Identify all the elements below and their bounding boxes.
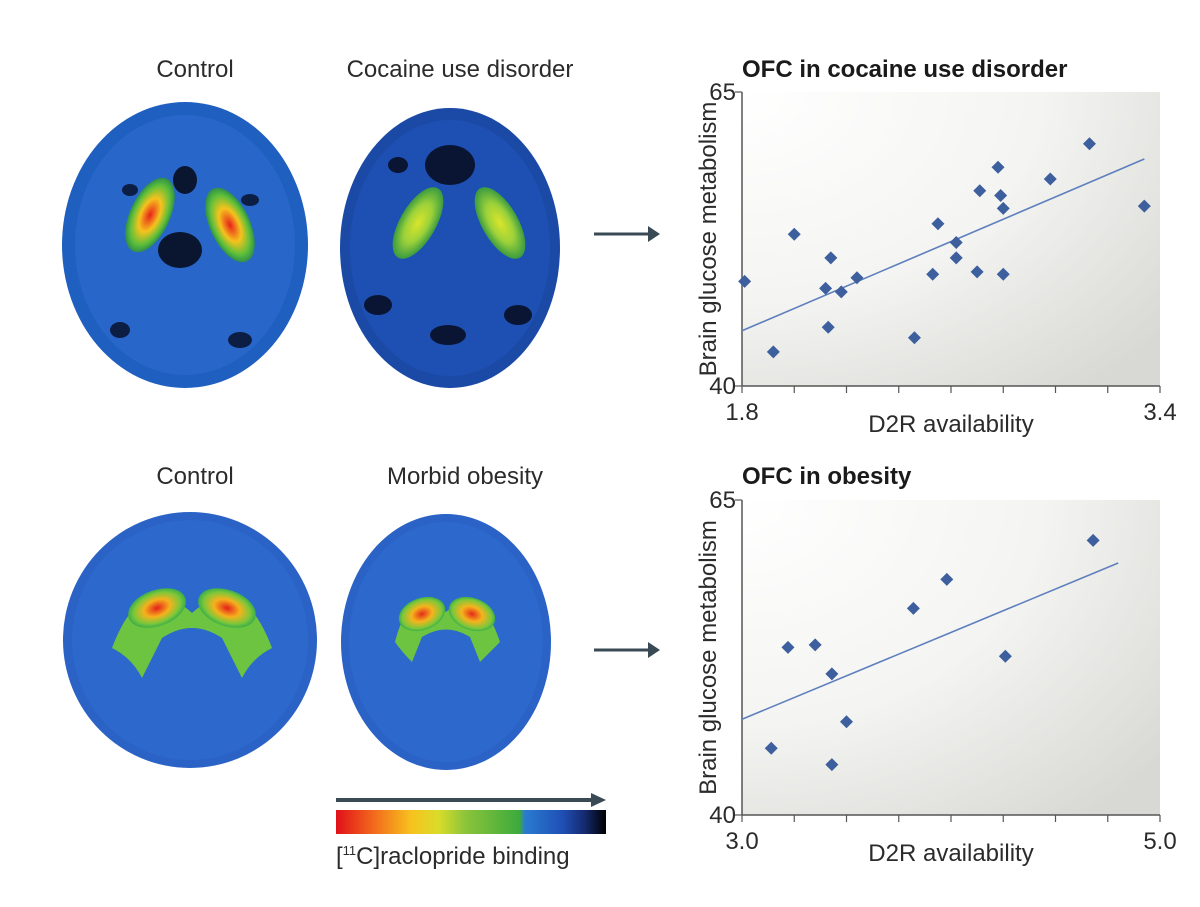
- data-point: [996, 267, 1010, 281]
- x-tick-label: 3.4: [1143, 399, 1176, 426]
- data-point: [970, 265, 984, 279]
- data-point: [850, 271, 864, 285]
- data-point: [787, 227, 801, 241]
- data-point: [994, 188, 1008, 202]
- arrow-right-icon: [594, 642, 660, 658]
- y-tick-label: 65: [709, 487, 736, 514]
- data-point: [991, 160, 1005, 174]
- data-point: [998, 649, 1012, 663]
- colorbar: [336, 810, 606, 834]
- colorbar-arrow-icon: [336, 793, 606, 807]
- plot-background: [742, 92, 1160, 386]
- data-point: [1137, 199, 1151, 213]
- brain-scan-obesity: [341, 514, 551, 770]
- data-point: [996, 201, 1010, 215]
- data-point: [766, 345, 780, 359]
- data-point: [1086, 533, 1100, 547]
- data-point: [907, 331, 921, 345]
- data-point: [931, 217, 945, 231]
- chart-title-obesity: OFC in obesity: [742, 463, 912, 490]
- arrow-right-icon: [594, 226, 660, 242]
- y-tick-label: 40: [709, 373, 736, 400]
- x-tick-label: 1.8: [725, 399, 758, 426]
- x-tick-label: 5.0: [1143, 828, 1176, 855]
- fit-line: [741, 562, 1119, 720]
- brain-scan-control-cocaine: [62, 102, 308, 388]
- colorbar-label: [11C]raclopride binding: [336, 843, 570, 870]
- label-morbid-obesity: Morbid obesity: [386, 463, 544, 490]
- data-point: [819, 281, 833, 295]
- data-point: [821, 320, 835, 334]
- data-point: [906, 601, 920, 615]
- data-point: [825, 667, 839, 681]
- data-point: [926, 267, 940, 281]
- x-axis-label: D2R availability: [868, 840, 1033, 867]
- label-control-top: Control: [156, 56, 234, 83]
- data-point: [840, 715, 853, 729]
- plot-background: [742, 500, 1160, 815]
- y-axis-label: Brain glucose metabolism: [695, 102, 722, 377]
- fit-line: [741, 158, 1145, 332]
- brain-scan-control-obesity: [63, 512, 317, 768]
- y-axis-label: Brain glucose metabolism: [695, 520, 722, 795]
- label-cocaine-use-disorder: Cocaine use disorder: [346, 56, 574, 83]
- chart-title-cocaine: OFC in cocaine use disorder: [742, 56, 1068, 83]
- data-point: [949, 236, 963, 250]
- data-point: [825, 758, 839, 772]
- data-point: [940, 572, 954, 586]
- brain-scan-cocaine: [340, 108, 560, 388]
- x-tick-label: 3.0: [725, 828, 758, 855]
- data-point: [738, 274, 752, 288]
- data-point: [949, 251, 963, 265]
- data-point: [808, 638, 822, 652]
- data-point: [834, 285, 848, 299]
- data-point: [764, 741, 778, 755]
- x-axis-label: D2R availability: [868, 411, 1033, 438]
- label-control-bottom: Control: [156, 463, 234, 490]
- data-point: [824, 251, 838, 265]
- y-tick-label: 40: [709, 802, 736, 829]
- data-point: [1043, 172, 1057, 186]
- data-point: [973, 184, 987, 198]
- data-point: [781, 640, 795, 654]
- data-point: [1082, 137, 1096, 151]
- y-tick-label: 65: [709, 79, 736, 106]
